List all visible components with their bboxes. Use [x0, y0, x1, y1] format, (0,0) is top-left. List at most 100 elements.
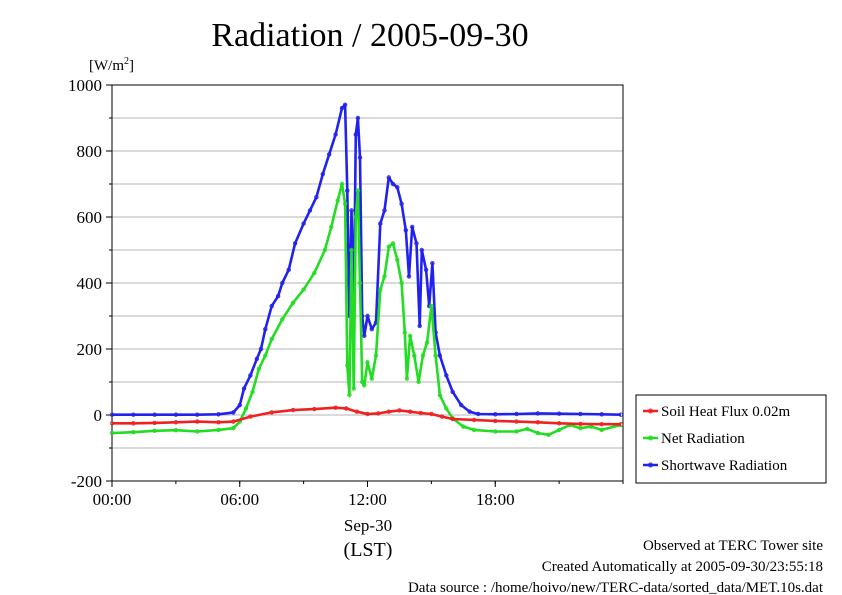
data-point [335, 198, 340, 203]
data-point [535, 430, 540, 436]
data-point [399, 280, 404, 286]
data-point [420, 353, 426, 358]
legend-marker [648, 435, 653, 441]
data-point [599, 422, 604, 427]
data-point [307, 208, 313, 213]
legend-box [635, 394, 827, 484]
data-point [275, 294, 281, 299]
series-group [109, 102, 624, 437]
data-point [525, 426, 530, 432]
data-point [467, 409, 472, 414]
data-point [418, 410, 423, 416]
x-date-label: Sep-30 [344, 516, 392, 535]
data-point [263, 327, 268, 332]
data-point [407, 409, 413, 414]
series-line-0 [112, 103, 621, 417]
legend-marker [648, 408, 653, 414]
data-point [471, 427, 477, 433]
series-line-2 [112, 406, 621, 426]
legend-label: Shortwave Radiation [661, 458, 788, 474]
x-tick-label: 12:00 [348, 490, 387, 509]
data-point [493, 429, 498, 434]
data-point [410, 224, 415, 230]
data-point [369, 327, 374, 332]
data-point [618, 422, 624, 427]
data-point [578, 426, 583, 431]
data-point [109, 421, 115, 426]
data-point [131, 412, 136, 417]
data-point [216, 412, 221, 417]
data-point [556, 421, 562, 426]
data-point [423, 267, 429, 272]
data-point [216, 420, 221, 425]
data-point [373, 353, 379, 358]
data-point [342, 201, 348, 206]
data-point [355, 188, 361, 193]
data-point [263, 353, 268, 358]
data-point [407, 333, 413, 338]
data-point [231, 419, 236, 424]
data-point [386, 244, 391, 249]
data-point [369, 376, 374, 381]
data-point [437, 353, 443, 358]
data-point [546, 432, 551, 437]
data-point [429, 411, 434, 417]
data-point [339, 181, 345, 187]
data-point [365, 411, 370, 417]
data-point [345, 188, 350, 193]
data-point [312, 406, 317, 412]
data-point [493, 418, 498, 424]
data-point [397, 408, 402, 413]
data-point [390, 181, 396, 187]
data-point [333, 405, 338, 410]
data-point [402, 330, 407, 335]
data-point [241, 386, 247, 391]
data-point [248, 373, 253, 378]
data-point [424, 340, 430, 345]
grid-lines [112, 117, 623, 449]
data-point [327, 152, 332, 157]
data-point [109, 430, 115, 436]
data-point [301, 221, 306, 226]
data-point [395, 257, 400, 263]
data-point [599, 412, 604, 417]
data-point [269, 410, 274, 415]
data-point [365, 313, 370, 319]
data-point [353, 132, 358, 137]
data-point [459, 402, 464, 408]
data-point [365, 360, 370, 365]
y-unit-text: [W/m [89, 58, 124, 74]
data-point [269, 303, 274, 309]
data-point [131, 421, 136, 426]
x-tick-label: 18:00 [476, 490, 515, 509]
data-point [344, 406, 349, 411]
data-point [173, 420, 179, 425]
data-point [354, 409, 360, 414]
data-point [347, 393, 352, 398]
y-tick-label: 0 [94, 406, 103, 425]
data-point [280, 317, 285, 322]
data-point [301, 287, 306, 292]
data-point [362, 333, 367, 338]
y-unit-superscript: 2 [124, 56, 129, 67]
data-point [419, 247, 424, 253]
data-point [258, 346, 264, 352]
data-point [360, 379, 365, 385]
data-point [404, 376, 410, 381]
data-point [173, 428, 179, 433]
data-point [535, 411, 540, 416]
data-point [254, 356, 259, 362]
data-point [355, 115, 361, 121]
data-point [256, 366, 262, 371]
data-point [269, 336, 274, 342]
data-point [476, 411, 481, 417]
data-point [248, 414, 253, 419]
data-point [152, 412, 157, 417]
data-point [403, 227, 408, 233]
data-point [349, 247, 354, 253]
data-point [461, 424, 466, 429]
data-point [514, 411, 519, 417]
data-point [378, 287, 383, 292]
data-point [417, 323, 422, 329]
